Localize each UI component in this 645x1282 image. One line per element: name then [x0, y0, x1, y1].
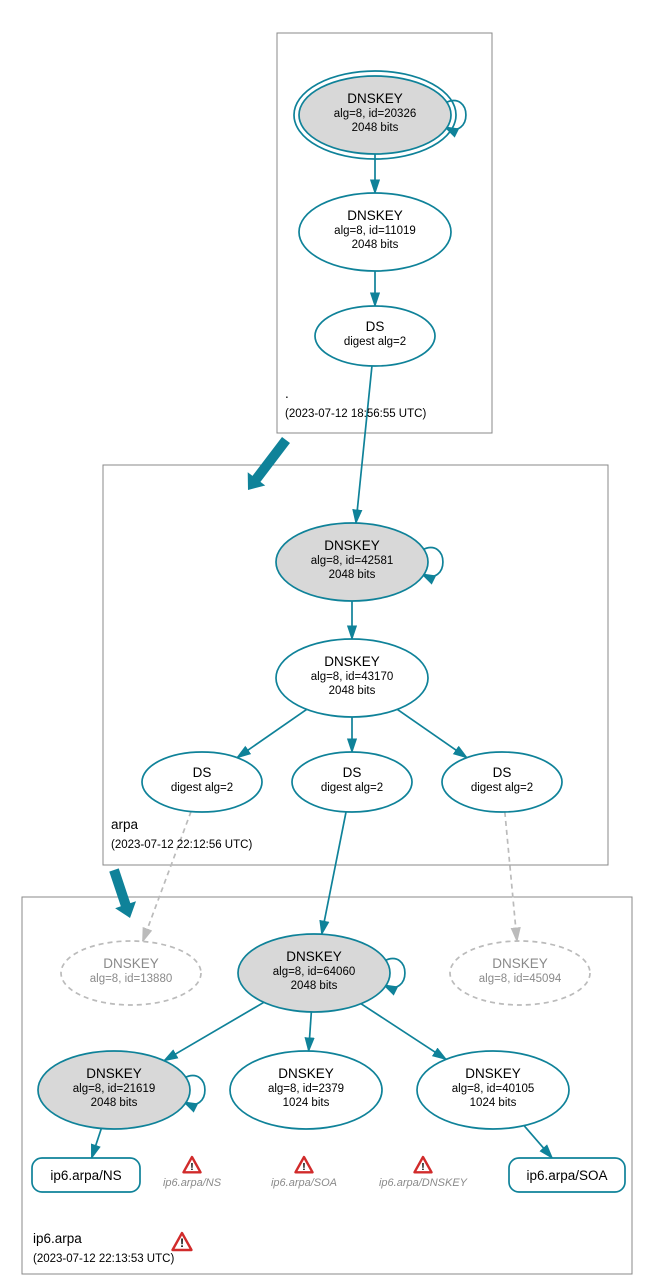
- zone-label: ip6.arpa: [33, 1231, 82, 1246]
- node-text: 2048 bits: [329, 569, 376, 581]
- warning-icon: !: [295, 1157, 312, 1173]
- node-dnskey_arpa_ksk: DNSKEY alg=8, id=42581 2048 bits: [276, 523, 428, 601]
- node-text: alg=8, id=64060: [273, 966, 356, 978]
- node-text: alg=8, id=13880: [90, 973, 173, 985]
- edge: [505, 812, 517, 941]
- node-text: alg=8, id=2379: [268, 1083, 344, 1095]
- warning-icon: !: [414, 1157, 431, 1173]
- node-text: alg=8, id=42581: [311, 555, 394, 567]
- zone-timestamp: (2023-07-12 22:12:56 UTC): [111, 839, 252, 851]
- rrset-label: ip6.arpa/NS: [50, 1168, 121, 1183]
- zone-timestamp: (2023-07-12 18:56:55 UTC): [285, 408, 426, 420]
- zone-arrow: [248, 437, 290, 490]
- node-text: alg=8, id=45094: [479, 973, 562, 985]
- node-ds_root: DS digest alg=2: [315, 306, 435, 366]
- node-text: alg=8, id=40105: [452, 1083, 535, 1095]
- faded-rrset: ip6.arpa/DNSKEY: [379, 1177, 468, 1189]
- node-text: alg=8, id=43170: [311, 671, 394, 683]
- zone-timestamp: (2023-07-12 22:13:53 UTC): [33, 1253, 174, 1265]
- node-text: digest alg=2: [344, 336, 406, 348]
- edge: [322, 812, 346, 934]
- node-text: DS: [193, 765, 212, 780]
- edge: [92, 1128, 102, 1158]
- node-text: DNSKEY: [103, 956, 159, 971]
- node-dnskey_ip6_21619: DNSKEY alg=8, id=21619 2048 bits: [38, 1051, 190, 1129]
- node-text: DS: [493, 765, 512, 780]
- node-text: digest alg=2: [471, 782, 533, 794]
- node-text: DS: [366, 319, 385, 334]
- warning-icon: !: [183, 1157, 200, 1173]
- node-text: DNSKEY: [347, 91, 403, 106]
- svg-text:!: !: [302, 1162, 305, 1173]
- edge: [356, 366, 372, 523]
- node-dnskey_ip6_2379: DNSKEY alg=8, id=2379 1024 bits: [230, 1051, 382, 1129]
- warning-icon: !: [173, 1233, 192, 1250]
- svg-text:!: !: [421, 1162, 424, 1173]
- node-dnskey_root_zsk: DNSKEY alg=8, id=11019 2048 bits: [299, 193, 451, 271]
- node-text: 2048 bits: [91, 1097, 138, 1109]
- zone-arrow: [109, 868, 136, 918]
- node-text: DNSKEY: [324, 538, 380, 553]
- node-dnskey_ip6_40105: DNSKEY alg=8, id=40105 1024 bits: [417, 1051, 569, 1129]
- node-text: digest alg=2: [321, 782, 383, 794]
- node-dnskey_arpa_zsk: DNSKEY alg=8, id=43170 2048 bits: [276, 639, 428, 717]
- edge: [524, 1126, 552, 1158]
- edge: [397, 709, 467, 757]
- node-dnskey_ip6_64060: DNSKEY alg=8, id=64060 2048 bits: [238, 934, 390, 1012]
- node-dnskey_ip6_13880: DNSKEY alg=8, id=13880: [61, 941, 201, 1005]
- faded-rrset: ip6.arpa/SOA: [271, 1177, 337, 1189]
- node-text: DS: [343, 765, 362, 780]
- node-text: 2048 bits: [352, 239, 399, 251]
- node-text: DNSKEY: [465, 1066, 521, 1081]
- node-text: 2048 bits: [329, 685, 376, 697]
- node-text: DNSKEY: [324, 654, 380, 669]
- node-text: 1024 bits: [470, 1097, 517, 1109]
- svg-text:!: !: [180, 1238, 184, 1250]
- rrset-label: ip6.arpa/SOA: [526, 1168, 607, 1183]
- zone-label: .: [285, 386, 289, 401]
- node-text: 1024 bits: [283, 1097, 330, 1109]
- node-ds_arpa_1: DS digest alg=2: [142, 752, 262, 812]
- zone-label: arpa: [111, 817, 139, 832]
- edge: [237, 709, 307, 757]
- edge: [309, 1012, 312, 1051]
- node-text: DNSKEY: [86, 1066, 142, 1081]
- edge: [143, 811, 191, 941]
- node-text: alg=8, id=20326: [334, 108, 417, 120]
- edge: [361, 1004, 446, 1060]
- node-ds_arpa_2: DS digest alg=2: [292, 752, 412, 812]
- faded-rrset: ip6.arpa/NS: [163, 1177, 222, 1189]
- node-text: digest alg=2: [171, 782, 233, 794]
- node-rr_ip6_soa: ip6.arpa/SOA: [509, 1158, 625, 1192]
- node-ds_arpa_3: DS digest alg=2: [442, 752, 562, 812]
- node-text: alg=8, id=21619: [73, 1083, 156, 1095]
- node-text: alg=8, id=11019: [334, 225, 416, 237]
- node-text: DNSKEY: [347, 208, 403, 223]
- node-dnskey_ip6_45094: DNSKEY alg=8, id=45094: [450, 941, 590, 1005]
- svg-text:!: !: [190, 1162, 193, 1173]
- node-text: 2048 bits: [352, 122, 399, 134]
- node-text: DNSKEY: [492, 956, 548, 971]
- node-text: DNSKEY: [286, 949, 342, 964]
- edge: [164, 1002, 264, 1060]
- node-dnskey_root_ksk: DNSKEY alg=8, id=20326 2048 bits: [294, 71, 456, 159]
- node-text: 2048 bits: [291, 980, 338, 992]
- node-rr_ip6_ns: ip6.arpa/NS: [32, 1158, 140, 1192]
- node-text: DNSKEY: [278, 1066, 334, 1081]
